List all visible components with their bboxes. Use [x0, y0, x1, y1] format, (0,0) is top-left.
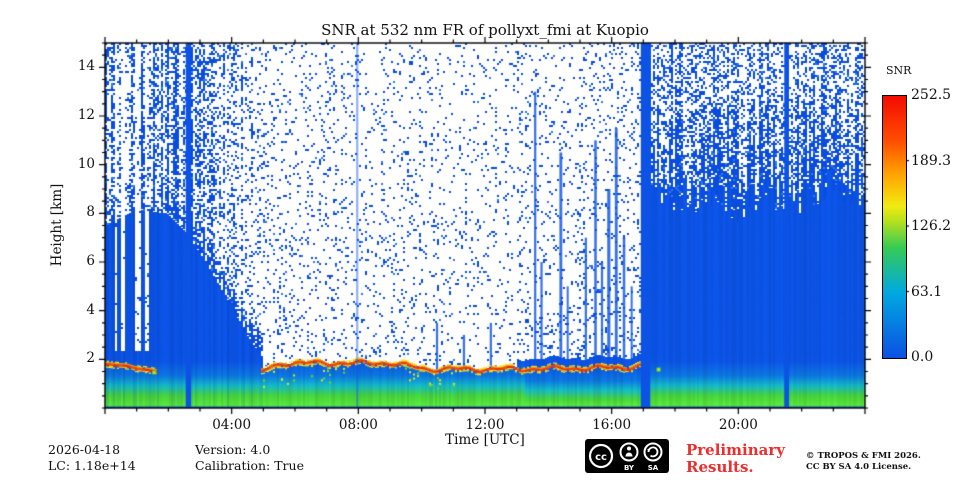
svg-text:cc: cc — [595, 452, 607, 463]
chart-title: SNR at 532 nm FR of pollyxt_fmi at Kuopi… — [321, 21, 649, 39]
colorbar-title: SNR — [886, 64, 912, 77]
x-tick-label: 20:00 — [718, 417, 758, 433]
x-tick-label: 12:00 — [465, 417, 505, 433]
x-tick-label: 08:00 — [338, 417, 378, 433]
svg-text:BY: BY — [624, 464, 635, 472]
y-tick-label: 2 — [86, 350, 95, 367]
colorbar-tick-label: 126.2 — [911, 218, 952, 235]
x-axis-label: Time [UTC] — [445, 432, 525, 448]
y-tick-label: 10 — [77, 155, 95, 172]
cc-icon: cc — [588, 443, 614, 469]
sa-icon: SA — [643, 442, 663, 472]
y-tick-label: 6 — [86, 253, 95, 269]
colorbar-tick-label: 252.5 — [911, 87, 952, 103]
y-tick-label: 14 — [77, 58, 95, 75]
y-tick-label: 4 — [86, 301, 95, 318]
y-tick-label: 12 — [77, 107, 95, 123]
x-tick-label: 04:00 — [212, 417, 252, 433]
cc-by-sa-badge: cc BY SA — [585, 439, 669, 473]
y-tick-label: 8 — [86, 204, 95, 221]
footer-calibration: Calibration: True — [195, 458, 304, 473]
copyright-text: © TROPOS & FMI 2026. CC BY SA 4.0 Licens… — [806, 451, 921, 472]
colorbar-tick-label: 63.1 — [911, 283, 943, 300]
colorbar-tick-label: 0.0 — [911, 349, 934, 365]
colorbar-tick-label: 189.3 — [911, 152, 952, 169]
svg-text:SA: SA — [648, 464, 659, 472]
by-icon: BY — [619, 442, 639, 472]
footer-lidar-constant: LC: 1.18e+14 — [48, 458, 136, 473]
footer-version: Version: 4.0 — [195, 442, 271, 457]
colorbar — [882, 95, 907, 359]
footer-date: 2026-04-18 — [48, 442, 121, 457]
preliminary-results-text: Preliminary Results. — [686, 441, 785, 476]
x-tick-label: 16:00 — [592, 417, 632, 433]
